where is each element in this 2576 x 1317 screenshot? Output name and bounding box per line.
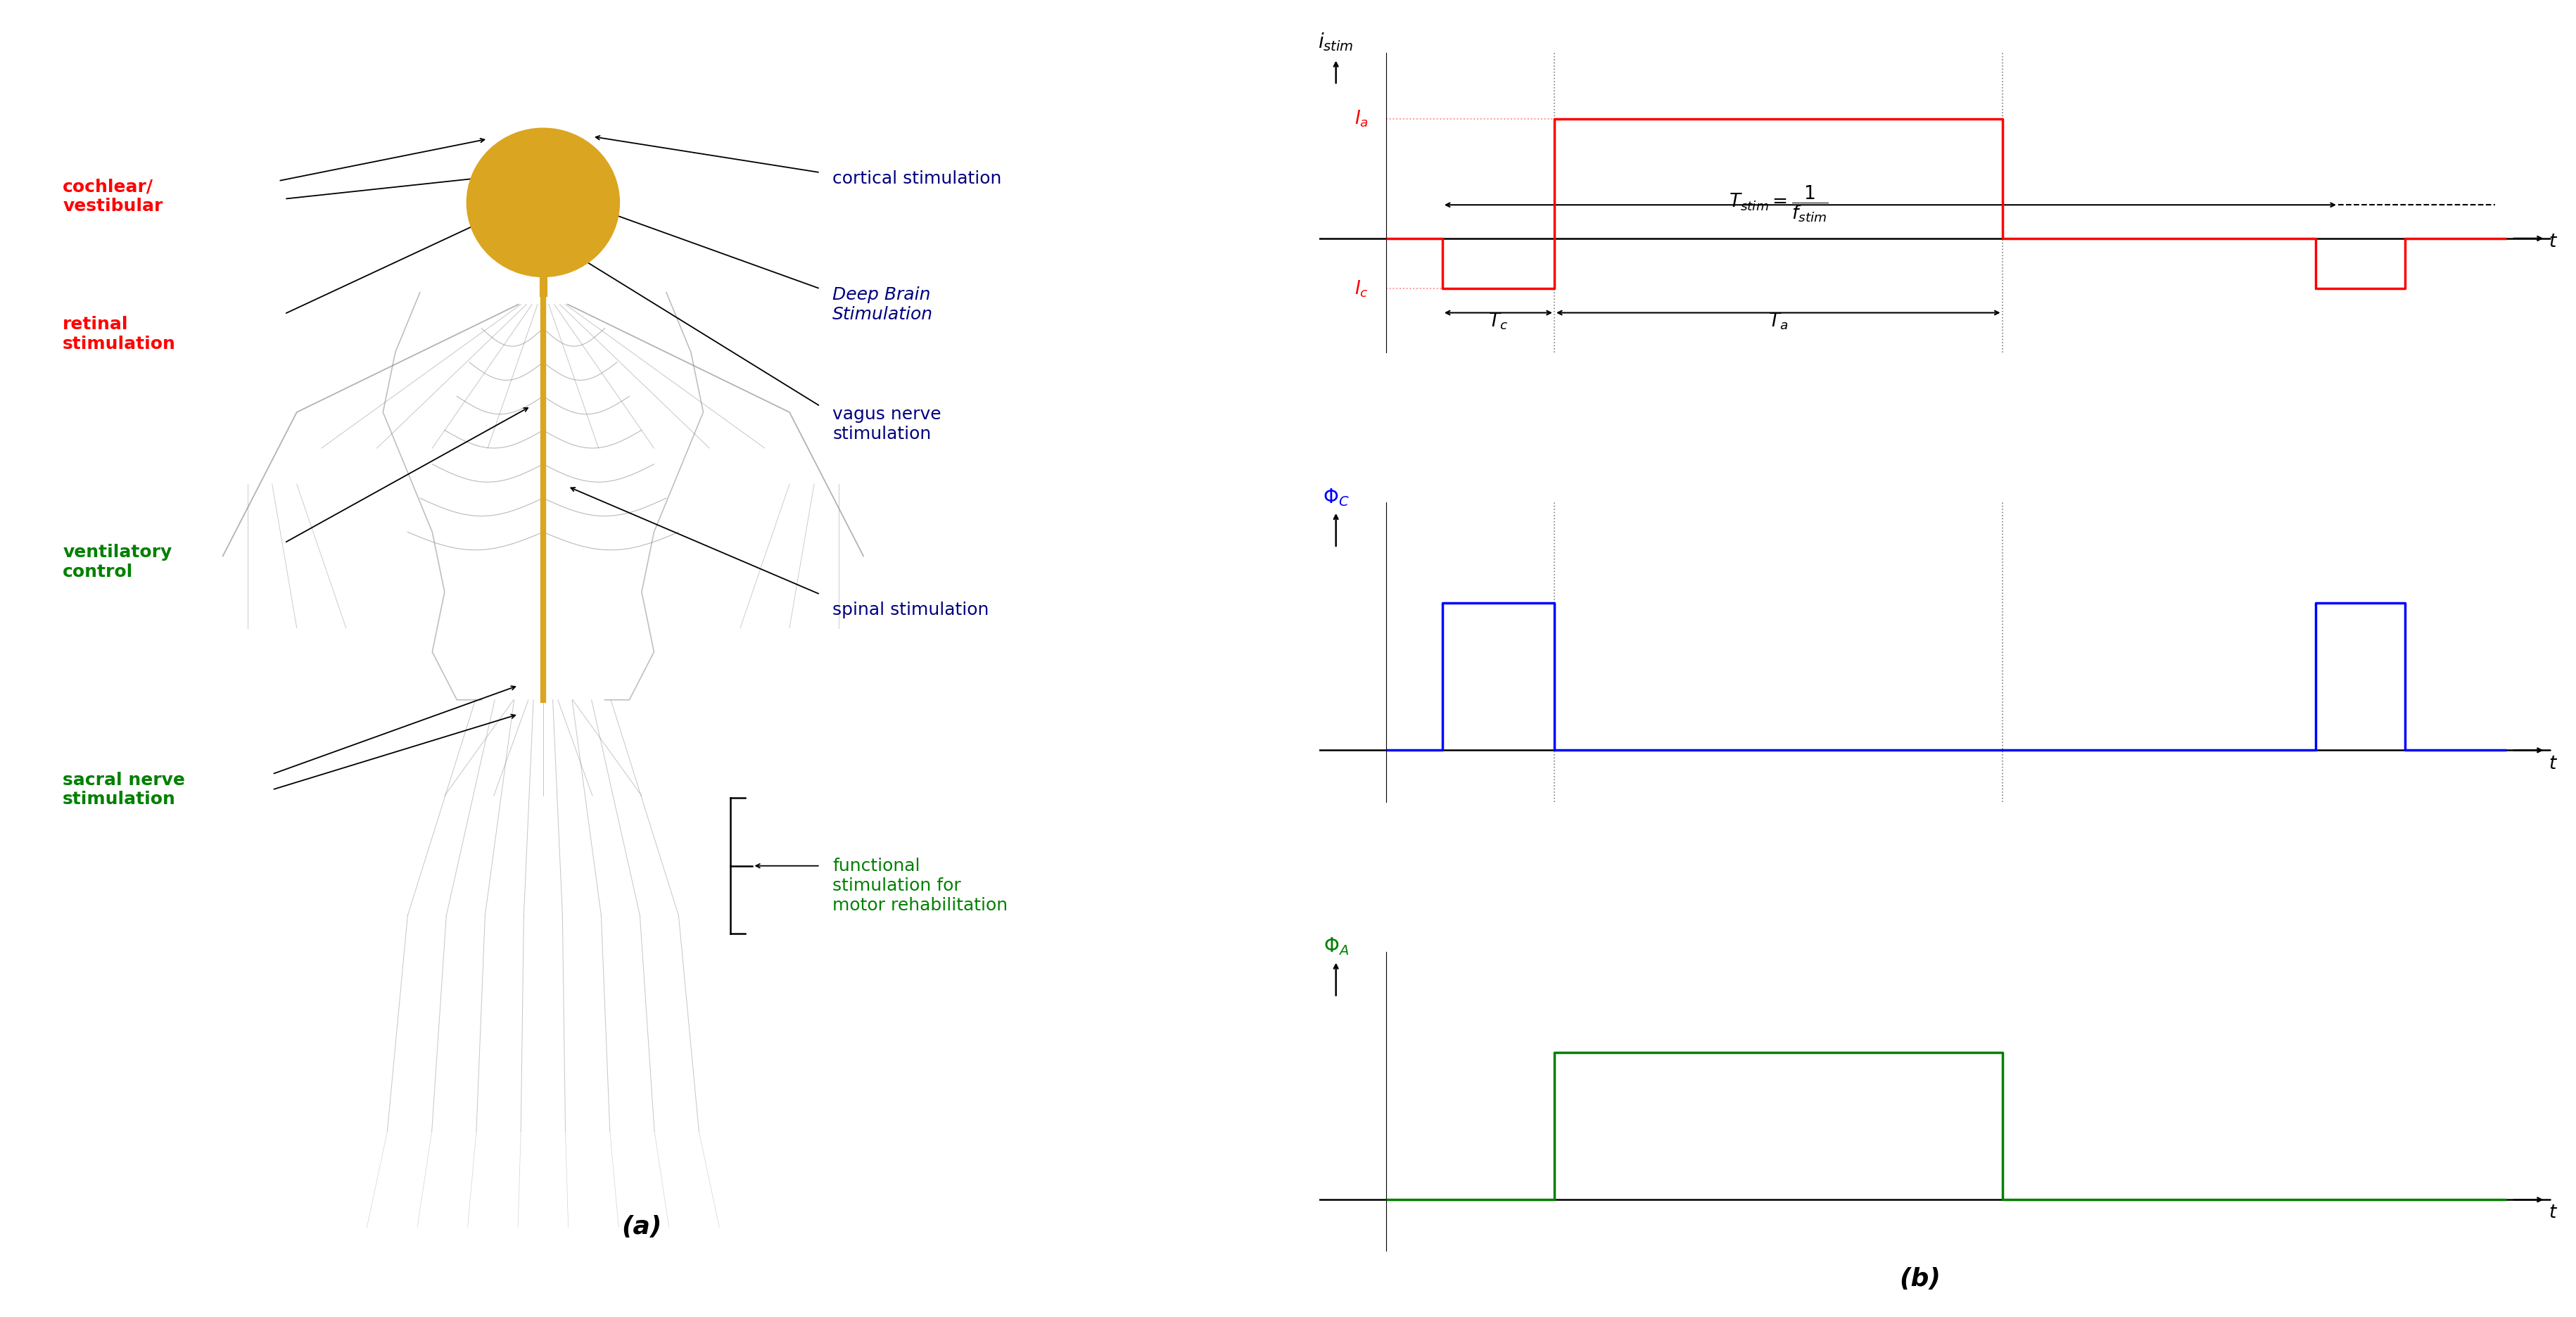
Circle shape [466,128,618,277]
Text: (b): (b) [1899,1267,1940,1291]
Text: vagus nerve
stimulation: vagus nerve stimulation [832,406,940,443]
Text: retinal
stimulation: retinal stimulation [62,316,175,353]
Text: Deep Brain
Stimulation: Deep Brain Stimulation [832,286,933,323]
Text: $T_c$: $T_c$ [1489,312,1507,332]
Text: cortical stimulation: cortical stimulation [832,170,1002,187]
Text: $\Phi_A$: $\Phi_A$ [1324,936,1347,957]
Text: $T_{stim} = \dfrac{1}{f_{stim}}$: $T_{stim} = \dfrac{1}{f_{stim}}$ [1728,184,1826,224]
Text: (a): (a) [621,1216,662,1239]
Text: $I_c$: $I_c$ [1355,279,1368,299]
Text: ventilatory
control: ventilatory control [62,544,173,581]
Text: $t$: $t$ [2548,755,2558,773]
Text: spinal stimulation: spinal stimulation [832,602,989,619]
Text: $I_a$: $I_a$ [1355,108,1368,129]
Text: cochlear/
vestibular: cochlear/ vestibular [62,178,162,215]
Text: $i_{stim}$: $i_{stim}$ [1319,32,1352,53]
Text: $T_a$: $T_a$ [1767,312,1788,332]
Text: $t$: $t$ [2548,1204,2558,1222]
Text: sacral nerve
stimulation: sacral nerve stimulation [62,772,185,807]
Text: $\Phi_C$: $\Phi_C$ [1321,487,1350,507]
Text: functional
stimulation for
motor rehabilitation: functional stimulation for motor rehabil… [832,857,1007,914]
Text: $t$: $t$ [2548,233,2558,252]
